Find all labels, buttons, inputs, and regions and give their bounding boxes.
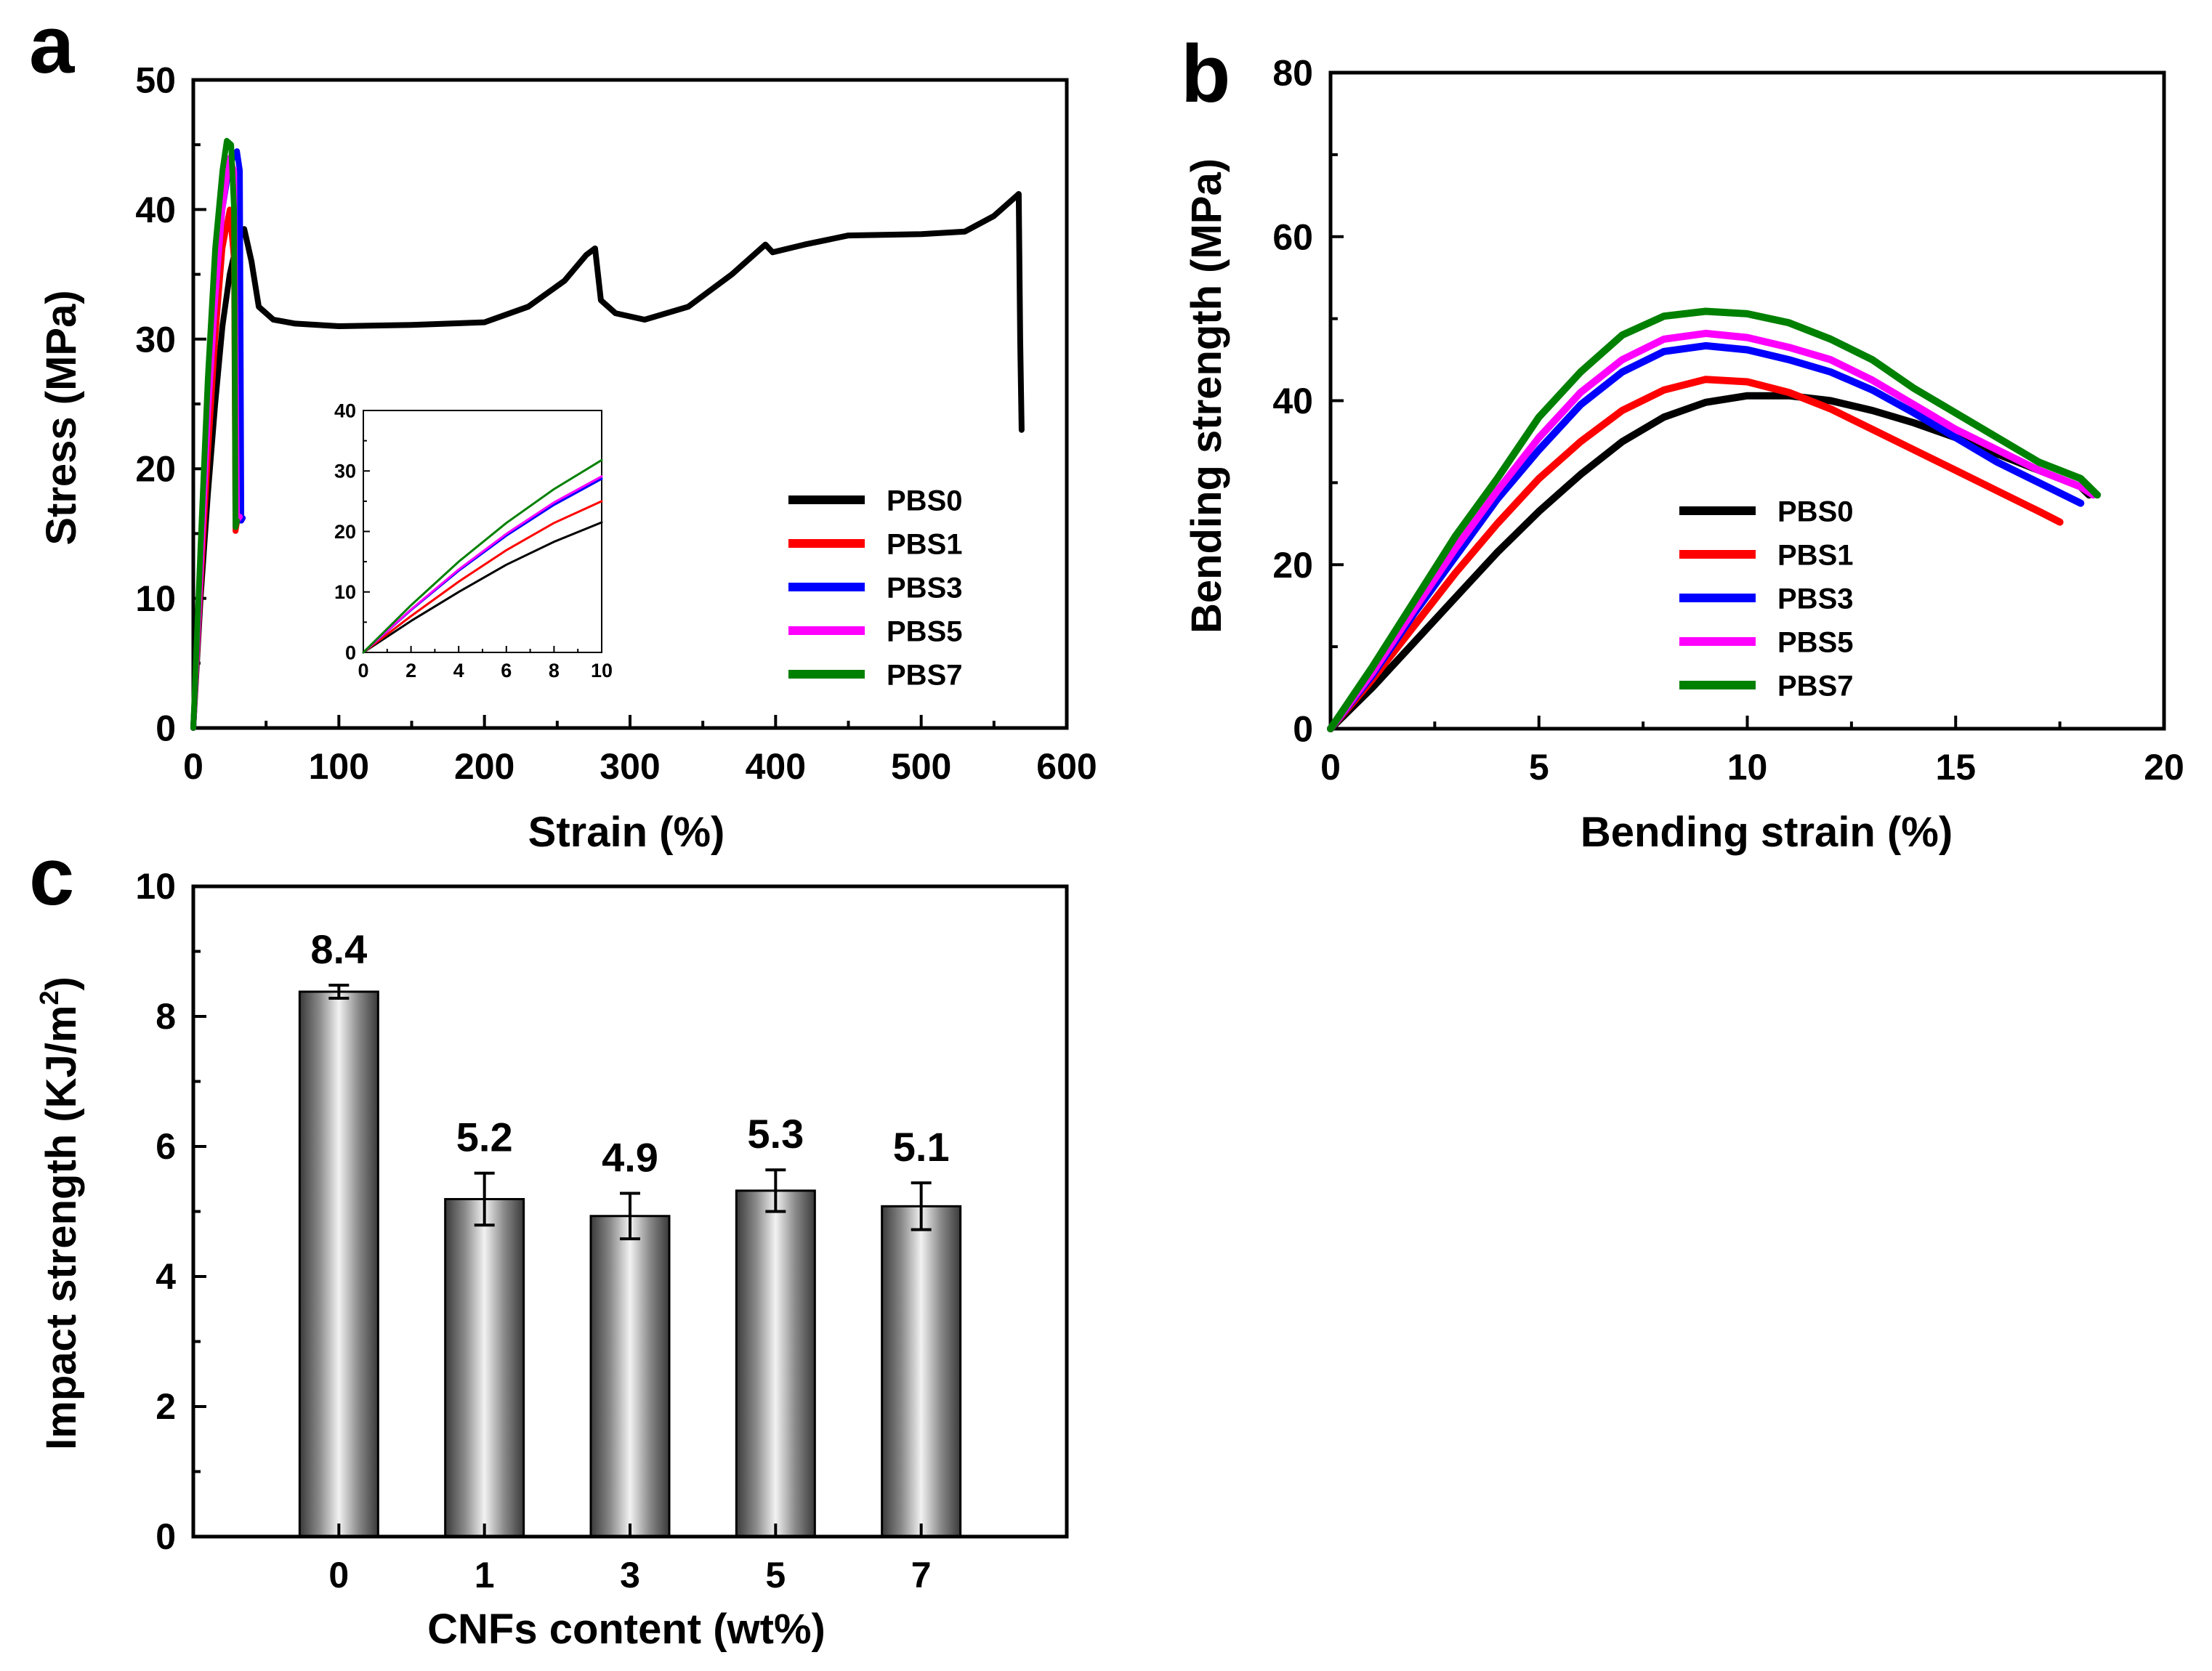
chart-c-ylabel-close: ) — [38, 976, 85, 990]
chart-a-inset-series-pbs7 — [362, 458, 603, 654]
chart-b-ytick-label: 20 — [1272, 545, 1313, 586]
chart-b-ytick-label: 0 — [1293, 709, 1313, 750]
chart-a-ytick-label: 30 — [135, 319, 176, 360]
chart-b-ytick-label: 40 — [1272, 381, 1313, 421]
chart-c-data-label-1: 5.2 — [456, 1114, 513, 1160]
chart-c-bar-0 — [298, 990, 379, 1538]
chart-b-ylabel: Bending strength (MPa) — [1183, 158, 1230, 634]
chart-c-xtick-label: 3 — [620, 1555, 640, 1595]
chart-a-inset-series-pbs1 — [362, 500, 603, 654]
chart-b-series-pbs0 — [1327, 392, 2093, 732]
chart-a-xtick-label: 300 — [600, 746, 660, 787]
chart-b-xtick-label: 10 — [1727, 747, 1768, 788]
chart-b-frame — [1328, 70, 2166, 731]
chart-a-series-pbs7 — [190, 137, 241, 731]
chart-b-series-pbs1 — [1327, 376, 2064, 732]
chart-c-bar-3 — [589, 1215, 671, 1538]
chart-c-bar-5 — [735, 1189, 816, 1538]
chart-a-legend-label-pbs5: PBS5 — [887, 615, 963, 647]
chart-c: CNFs content (wt%) Impact strength (KJ/m… — [34, 866, 1069, 1653]
chart-b-ytick-label: 60 — [1272, 217, 1313, 257]
chart-b-xtick-label: 20 — [2144, 747, 2184, 788]
chart-c-data-label-0: 8.4 — [310, 926, 367, 972]
chart-c-xtick-label: 7 — [911, 1555, 932, 1595]
chart-a-xtick-label: 400 — [746, 746, 806, 787]
chart-a-ylabel: Stress (MPa) — [38, 290, 85, 545]
panel-label-b: b — [1181, 28, 1230, 119]
chart-c-xtick-label: 1 — [475, 1555, 495, 1595]
chart-b-series-pbs3 — [1327, 341, 2085, 732]
chart-a-inset-xtick-label: 0 — [358, 660, 368, 681]
chart-c-ytick-label: 8 — [156, 996, 176, 1037]
chart-a-inset-frame — [363, 410, 602, 653]
panel-label-c: c — [29, 831, 74, 922]
chart-c-frame — [191, 884, 1069, 1539]
chart-c-ytick-label: 0 — [156, 1516, 176, 1557]
chart-a-ytick-label: 50 — [135, 60, 176, 101]
chart-a-inset-xtick-label: 2 — [405, 660, 416, 681]
chart-b-xtick-label: 5 — [1529, 747, 1549, 788]
chart-a-ytick-label: 10 — [135, 578, 176, 619]
chart-c-bar-1 — [444, 1197, 525, 1538]
chart-a-xlabel: Strain (%) — [528, 809, 725, 856]
chart-b-xtick-label: 15 — [1935, 747, 1976, 788]
chart-a-xtick-label: 500 — [891, 746, 951, 787]
chart-a-legend-label-pbs0: PBS0 — [887, 485, 963, 517]
chart-a-inset-xtick-label: 8 — [549, 660, 560, 681]
chart-c-xtick-label: 0 — [328, 1555, 349, 1595]
chart-b: Bending strain (%) Bending strength (MPa… — [1183, 53, 2184, 857]
chart-a-inset-xtick-label: 6 — [501, 660, 512, 681]
chart-b-xtick-label: 0 — [1320, 747, 1341, 788]
chart-a: Strain (%) Stress (MPa) 0 100 200 300 400 500… — [38, 60, 1097, 857]
chart-c-ytick-label: 10 — [135, 866, 176, 907]
chart-b-legend-label-pbs3: PBS3 — [1777, 583, 1854, 615]
chart-c-data-label-3: 4.9 — [602, 1134, 658, 1180]
chart-c-ylabel-sup: 2 — [34, 990, 64, 1005]
chart-a-legend-label-pbs7: PBS7 — [887, 659, 963, 691]
chart-c-ytick-label: 2 — [156, 1386, 176, 1427]
chart-a-ytick-label: 0 — [156, 708, 176, 749]
chart-a-inset-series-pbs5 — [362, 475, 603, 654]
chart-b-ytick-label: 80 — [1272, 53, 1313, 94]
chart-a-inset-series-pbs0 — [362, 521, 603, 654]
chart-b-legend-label-pbs0: PBS0 — [1777, 495, 1854, 527]
chart-a-inset-ytick-label: 0 — [345, 642, 356, 663]
chart-c-data-label-5: 5.3 — [747, 1111, 804, 1157]
chart-a-xtick-label: 600 — [1036, 746, 1097, 787]
chart-a-legend-label-pbs1: PBS1 — [887, 528, 963, 560]
chart-b-legend-label-pbs5: PBS5 — [1777, 626, 1854, 658]
chart-a-xtick-label: 0 — [183, 746, 203, 787]
chart-a-inset-xtick-label: 4 — [453, 660, 464, 681]
chart-a-xtick-label: 200 — [454, 746, 514, 787]
chart-b-series-pbs7 — [1327, 307, 2102, 732]
chart-a-inset-xtick-label: 10 — [591, 660, 613, 681]
chart-c-xlabel: CNFs content (wt%) — [427, 1606, 826, 1653]
chart-a-series-pbs0 — [190, 191, 1025, 731]
chart-a-xtick-label: 100 — [309, 746, 369, 787]
chart-b-legend-label-pbs7: PBS7 — [1777, 670, 1854, 702]
chart-a-legend-label-pbs3: PBS3 — [887, 572, 963, 604]
chart-a-inset-ytick-label: 20 — [334, 521, 356, 543]
chart-c-xtick-label: 5 — [765, 1555, 786, 1595]
chart-a-inset-ytick-label: 40 — [334, 400, 356, 421]
chart-a-frame — [191, 78, 1069, 730]
chart-a-inset-ytick-label: 10 — [334, 581, 356, 603]
chart-b-series-pbs5 — [1327, 329, 2097, 732]
chart-c-ylabel: Impact strength (KJ/m2) — [34, 976, 85, 1450]
chart-a-ytick-label: 40 — [135, 190, 176, 230]
chart-c-bar-7 — [881, 1205, 962, 1538]
chart-a-ytick-label: 20 — [135, 449, 176, 490]
chart-c-ytick-label: 4 — [156, 1256, 176, 1297]
chart-c-data-label-7: 5.1 — [893, 1124, 950, 1170]
panel-label-a: a — [29, 0, 75, 90]
chart-b-legend-label-pbs1: PBS1 — [1777, 539, 1854, 571]
chart-c-ytick-label: 6 — [156, 1126, 176, 1167]
chart-b-xlabel: Bending strain (%) — [1581, 809, 1953, 856]
chart-c-ylabel-main: Impact strength (KJ/m — [38, 1006, 85, 1450]
chart-a-inset-ytick-label: 30 — [334, 461, 356, 482]
